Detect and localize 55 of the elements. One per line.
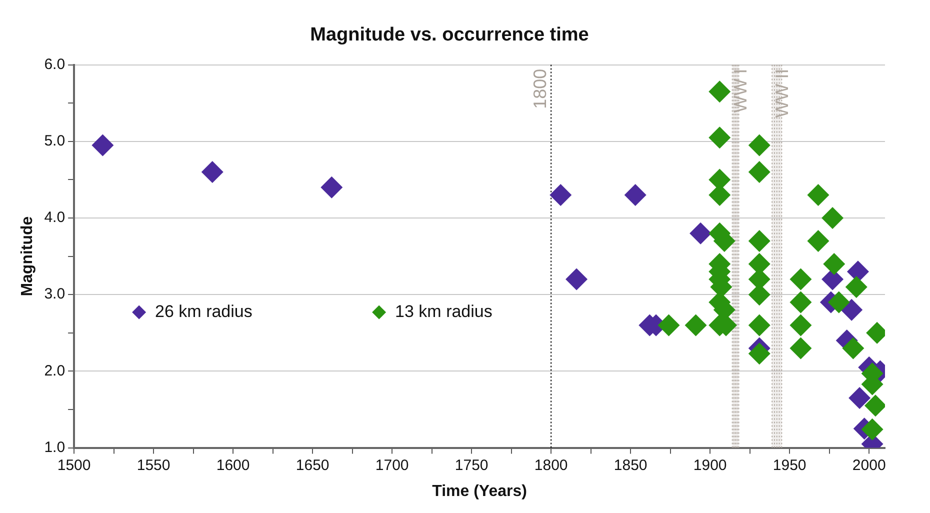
point: [748, 230, 770, 252]
x-tick-label: 2000: [852, 456, 886, 474]
point: [822, 207, 844, 229]
point: [823, 252, 846, 275]
point: [748, 342, 770, 365]
point: [864, 394, 885, 417]
point: [861, 418, 884, 440]
point: [566, 268, 588, 290]
band-label: WW II: [772, 68, 792, 118]
point: [708, 80, 731, 103]
point: [684, 314, 707, 336]
ref-line-label: 1800: [530, 68, 550, 109]
y-axis-title: Magnitude: [19, 216, 36, 296]
chart-title: Magnitude vs. occurrence time: [310, 24, 589, 46]
point: [842, 337, 864, 360]
legend-label: 26 km radius: [155, 302, 252, 321]
point: [848, 387, 871, 410]
x-tick-label: 1850: [614, 456, 648, 474]
y-tick-label: 6.0: [44, 56, 66, 73]
x-tick-label: 1700: [375, 456, 409, 474]
point: [624, 184, 646, 206]
y-tick-label: 4.0: [44, 209, 66, 226]
x-axis-title: Time (Years): [432, 482, 527, 500]
legend-label: 13 km radius: [395, 302, 492, 321]
y-tick-label: 3.0: [44, 286, 66, 303]
y-tick-label: 1.0: [44, 438, 66, 456]
x-tick-label: 1550: [136, 456, 170, 474]
x-tick-label: 1500: [57, 456, 91, 474]
x-tick-label: 1750: [454, 456, 488, 474]
point: [790, 337, 812, 360]
point: [807, 230, 830, 252]
point: [790, 268, 812, 290]
point: [828, 291, 850, 314]
point: [807, 184, 830, 206]
y-tick-label: 2.0: [44, 362, 66, 380]
point: [92, 134, 114, 156]
x-tick-label: 1650: [296, 456, 330, 474]
point: [748, 134, 770, 156]
point: [320, 176, 343, 198]
x-tick-label: 1900: [693, 456, 727, 474]
point: [708, 126, 731, 149]
x-tick-label: 1600: [216, 456, 250, 474]
point: [748, 161, 770, 184]
point: [201, 161, 224, 184]
point: [840, 298, 863, 321]
point: [690, 222, 712, 244]
x-tick-label: 1950: [772, 456, 806, 474]
point: [748, 314, 770, 336]
x-tick-label: 1800: [534, 456, 568, 474]
point: [550, 184, 572, 206]
point: [790, 291, 812, 314]
y-tick-label: 5.0: [44, 132, 66, 150]
point: [790, 314, 812, 336]
point: [845, 276, 868, 298]
point: [658, 314, 680, 336]
